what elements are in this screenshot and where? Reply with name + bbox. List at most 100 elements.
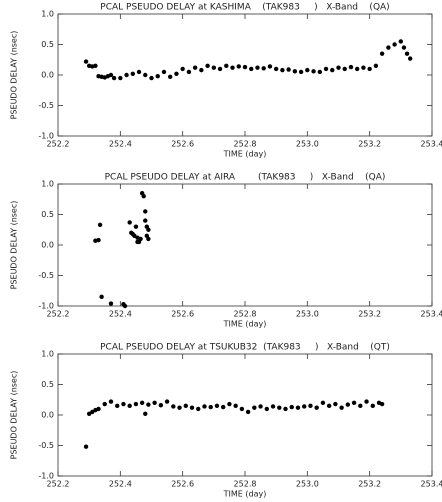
data-point [392, 42, 397, 47]
data-point [323, 66, 329, 72]
y-axis-label: PSEUDO DELAY (nsec) [10, 201, 19, 290]
y-tick-label: 1.0 [41, 350, 54, 359]
data-point [102, 401, 107, 407]
x-tick-label: 252.6 [171, 140, 194, 149]
data-point [186, 69, 192, 75]
x-tick-label: 252.2 [47, 310, 70, 319]
data-point [108, 399, 114, 404]
data-point [111, 75, 117, 81]
y-tick-label: -1.0 [38, 302, 54, 311]
data-point [143, 209, 148, 214]
data-point [135, 239, 140, 245]
data-point [180, 66, 185, 72]
data-point [339, 405, 344, 410]
data-point [379, 401, 385, 407]
data-point [280, 67, 285, 73]
y-tick-label: 1.0 [41, 10, 54, 19]
chart-title: PCAL PSEUDO DELAY at AIRA (TAK983 ) X-Ba… [105, 173, 386, 183]
data-point [401, 45, 407, 50]
data-point [298, 69, 304, 75]
x-tick-label: 252.8 [234, 140, 257, 149]
data-point [342, 66, 347, 72]
data-point [164, 399, 170, 404]
data-point [127, 403, 132, 409]
data-point [233, 403, 238, 409]
data-point [143, 72, 148, 78]
data-point [398, 39, 404, 44]
data-point [295, 405, 301, 410]
x-tick-label: 253.4 [421, 480, 442, 489]
data-point [239, 406, 245, 412]
data-point [161, 69, 167, 75]
data-point [96, 237, 101, 243]
x-tick-label: 252.4 [109, 310, 132, 319]
data-point [196, 406, 201, 412]
data-point [208, 404, 213, 410]
data-point [189, 405, 195, 410]
y-tick-label: -1.0 [38, 472, 54, 481]
data-point [143, 218, 148, 223]
data-point [407, 56, 413, 61]
data-point [217, 66, 223, 72]
x-axis-label: TIME (day) [223, 490, 267, 499]
y-tick-label: 0.0 [41, 241, 54, 250]
data-point [245, 409, 251, 415]
y-tick-label: 0.5 [41, 210, 54, 219]
data-point [317, 69, 322, 75]
data-point [336, 65, 341, 70]
y-tick-label: -1.0 [38, 132, 54, 141]
data-point [138, 236, 143, 242]
data-point [97, 222, 103, 228]
data-point [146, 236, 151, 242]
data-point [314, 405, 319, 410]
x-tick-label: 253.2 [358, 310, 381, 319]
data-point [152, 400, 157, 405]
x-tick-label: 252.4 [109, 140, 132, 149]
data-point [249, 66, 254, 72]
data-point [155, 74, 160, 79]
data-point [224, 63, 229, 69]
y-tick-label: -0.5 [38, 101, 54, 110]
y-axis-label: PSEUDO DELAY (nsec) [10, 371, 19, 460]
data-point [230, 65, 235, 70]
y-tick-label: -0.5 [38, 271, 54, 280]
data-point [127, 220, 132, 225]
y-tick-label: 0.5 [41, 380, 54, 389]
data-point [108, 301, 114, 306]
data-point [93, 63, 98, 69]
data-point [404, 51, 410, 56]
data-point [108, 72, 114, 78]
data-point [326, 403, 332, 409]
x-tick-label: 253.0 [296, 480, 319, 489]
data-point [367, 66, 372, 72]
data-point [121, 401, 126, 407]
data-point [205, 63, 210, 69]
data-point [227, 401, 232, 407]
data-point [330, 67, 335, 73]
data-point [124, 72, 129, 78]
data-point [386, 45, 391, 50]
data-point [133, 401, 139, 407]
x-tick-label: 252.8 [234, 310, 257, 319]
data-point [192, 65, 198, 70]
data-point [146, 227, 151, 232]
data-point [122, 303, 128, 309]
data-point [305, 67, 310, 73]
data-point [358, 403, 363, 409]
plot-frame [57, 13, 433, 137]
data-point [236, 64, 241, 69]
data-point [361, 65, 366, 70]
data-point [292, 69, 298, 74]
plot-frame [57, 183, 433, 307]
data-point [211, 65, 217, 70]
x-tick-label: 252.6 [171, 310, 194, 319]
data-point [242, 64, 248, 70]
data-point [273, 66, 279, 72]
data-point [199, 67, 204, 73]
data-point [183, 403, 188, 409]
data-point [258, 404, 263, 409]
data-point [345, 402, 351, 407]
data-point [214, 403, 220, 409]
y-tick-label: 0.0 [41, 411, 54, 420]
